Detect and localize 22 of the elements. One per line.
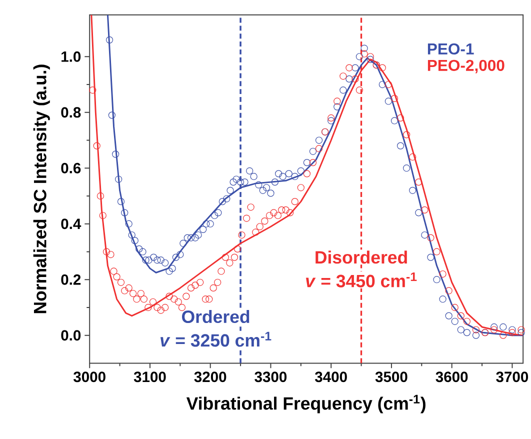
x-tick-label: 3600 <box>436 371 468 382</box>
y-tick-label: 1.0 <box>62 51 81 62</box>
x-tick-label: 3700 <box>496 371 528 382</box>
x-tick-label: 3300 <box>254 371 287 382</box>
x-tick-label: 3400 <box>314 371 347 382</box>
annotation: Ordered <box>182 310 250 323</box>
text: PEO-2,000 <box>428 60 504 74</box>
y-tick-label: 0.0 <box>61 330 81 340</box>
y-tick-label: 0.6 <box>61 162 81 174</box>
x-tick-label: 3200 <box>194 371 226 382</box>
annotation: v = 3450 cm$^{-1}$ <box>306 272 417 288</box>
y-tick-label: 0.2 <box>61 274 81 285</box>
y-axis-title: Normalized SC Intensity (a.u.) <box>33 64 50 313</box>
x-tick-label: 3000 <box>73 371 106 382</box>
x-tick-label: 3100 <box>134 371 166 382</box>
y-tick-label: 0.8 <box>61 106 81 118</box>
annotation: v = 3250 cm$^{-1}$ <box>160 332 272 347</box>
y-tick-label: 0.4 <box>61 218 82 229</box>
x-tick-label: 3500 <box>375 371 408 382</box>
annotation: Disordered <box>316 250 407 264</box>
text: PEO-1 <box>428 43 474 54</box>
x-axis-title: Vibrational Frequency (cm$^{-1}$) <box>186 394 426 414</box>
